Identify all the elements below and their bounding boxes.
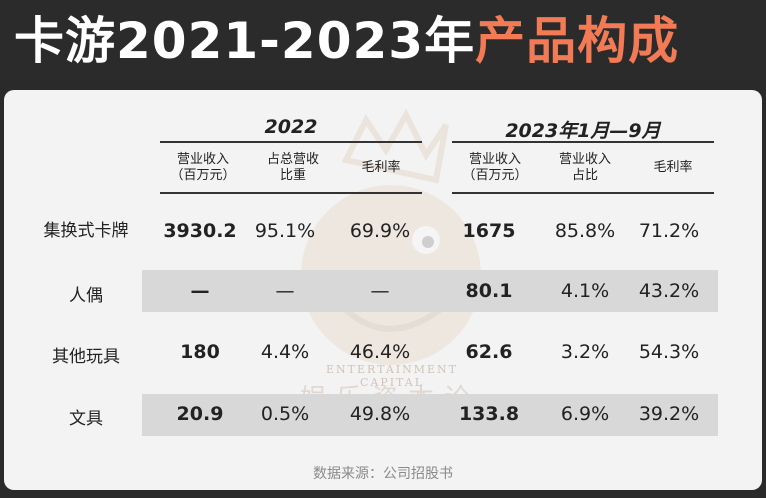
cell-value: — bbox=[190, 280, 210, 302]
cell-value: 4.4% bbox=[260, 341, 310, 363]
cell-value: 3930.2 bbox=[163, 220, 237, 242]
cell-value: 4.1% bbox=[560, 280, 610, 302]
cell-value: 1675 bbox=[462, 220, 516, 242]
cell-value: 6.9% bbox=[560, 403, 610, 425]
col-header-margin-2023: 毛利率 bbox=[653, 160, 693, 175]
header-rule-2023 bbox=[452, 141, 714, 143]
cell-value: 62.6 bbox=[465, 341, 513, 363]
page-title: 卡游2021-2023年产品构成 bbox=[14, 6, 679, 76]
row-label: 其他玩具 bbox=[52, 347, 120, 367]
row-label: 文具 bbox=[69, 409, 103, 429]
row-label: 人偶 bbox=[69, 286, 103, 306]
cell-value: 49.8% bbox=[349, 403, 411, 425]
year-2022-header: 2022 bbox=[264, 116, 318, 138]
cell-value: — bbox=[275, 280, 295, 302]
cell-value: 46.4% bbox=[349, 341, 411, 363]
cell-value: 180 bbox=[180, 341, 220, 363]
cell-value: 20.9 bbox=[176, 403, 224, 425]
cell-value: 133.8 bbox=[458, 403, 520, 425]
title-accent: 产品构成 bbox=[475, 12, 680, 70]
col-header-share-2022: 占总营收 比重 bbox=[266, 152, 319, 183]
cell-value: 95.1% bbox=[254, 220, 316, 242]
cell-value: 3.2% bbox=[560, 341, 610, 363]
col-header-revenue-2022: 营业收入 （百万元） bbox=[170, 152, 236, 183]
watermark-en: ENTERTAINMENT CAPITAL bbox=[325, 363, 458, 389]
cell-value: 85.8% bbox=[554, 220, 616, 242]
row-stripe bbox=[142, 394, 718, 436]
cell-value: 39.2% bbox=[638, 403, 700, 425]
col-header-revenue-2023: 营业收入 （百万元） bbox=[462, 152, 528, 183]
col-header-margin-2022: 毛利率 bbox=[361, 160, 401, 175]
row-label: 集换式卡牌 bbox=[43, 221, 129, 241]
row-stripe bbox=[142, 270, 718, 312]
year-2023-header: 2023年1月—9月 bbox=[505, 120, 661, 142]
subheader-rule-2022 bbox=[160, 192, 422, 194]
cell-value: 43.2% bbox=[638, 280, 700, 302]
cell-value: 71.2% bbox=[638, 220, 700, 242]
source-note: 数据来源：公司招股书 bbox=[313, 466, 453, 482]
subheader-rule-2023 bbox=[452, 192, 714, 194]
header-rule-2022 bbox=[160, 141, 422, 143]
cell-value: 0.5% bbox=[260, 403, 310, 425]
cell-value: 54.3% bbox=[638, 341, 700, 363]
header-banner: 卡游2021-2023年产品构成 bbox=[0, 0, 766, 80]
cell-value: 69.9% bbox=[349, 220, 411, 242]
cell-value: 80.1 bbox=[465, 280, 513, 302]
col-header-share-2023: 营业收入 占比 bbox=[558, 152, 611, 183]
cell-value: — bbox=[370, 280, 390, 302]
title-main: 卡游2021-2023年 bbox=[14, 12, 476, 70]
